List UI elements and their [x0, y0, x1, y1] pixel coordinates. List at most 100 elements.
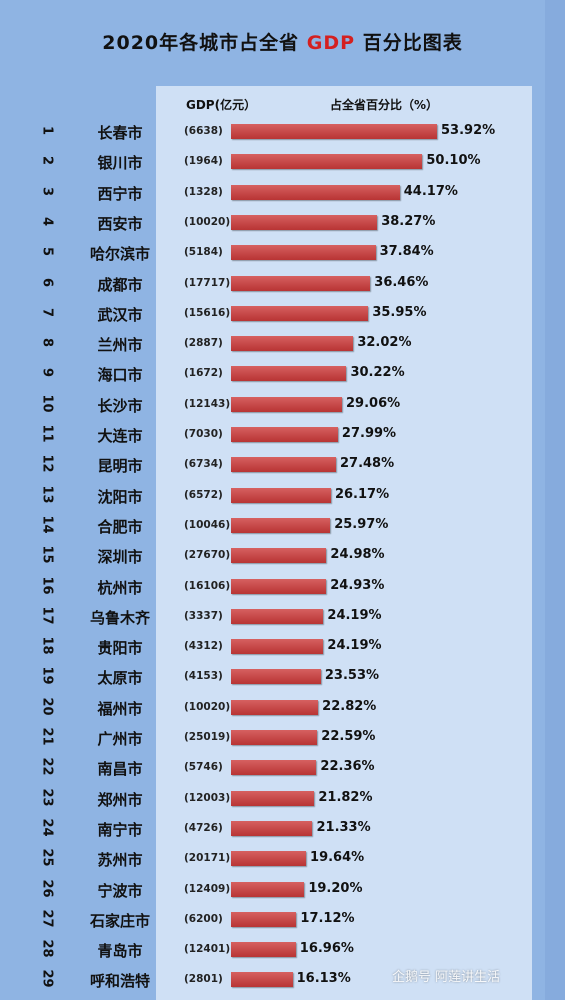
bar: [231, 336, 354, 352]
chart-row: 13 沈阳市 (6572) 26.17%: [0, 480, 565, 510]
gdp-label: (12401): [184, 943, 231, 956]
chart-row: 22 南昌市 (5746) 22.36%: [0, 752, 565, 782]
value-label: 19.20%: [308, 880, 363, 896]
rank-label: 17: [39, 606, 55, 625]
rank-label: 18: [39, 636, 55, 655]
rank-label: 29: [39, 969, 55, 988]
bar: [231, 305, 369, 321]
rank-label: 25: [39, 848, 55, 867]
bar: [231, 760, 317, 776]
rank-label: 10: [39, 394, 55, 413]
chart-row: 1 长春市 (6638) 53.92%: [0, 116, 565, 146]
rank-label: 21: [39, 727, 55, 746]
category-label: 贵阳市: [97, 639, 143, 658]
rank-label: 8: [39, 338, 55, 348]
bar: [231, 245, 376, 261]
bar: [231, 396, 343, 412]
gdp-label: (1672): [184, 367, 223, 380]
value-label: 27.99%: [341, 426, 397, 441]
chart-row: 6 成都市 (17717) 36.46%: [0, 268, 565, 298]
gdp-label: (15616): [184, 306, 231, 319]
rank-label: 1: [39, 125, 55, 136]
gdp-label: (12003): [184, 791, 231, 804]
chart-row: 16 杭州市 (16106) 24.93%: [0, 571, 565, 601]
percent-column-header: 占全省百分比（%）: [330, 98, 439, 112]
gdp-label: (16106): [184, 579, 231, 592]
category-label: 深圳市: [97, 548, 143, 567]
gdp-label: (7030): [184, 428, 223, 440]
gdp-label: (6734): [184, 458, 223, 471]
rank-label: 28: [39, 939, 55, 958]
category-label: 南宁市: [97, 820, 143, 839]
rank-label: 6: [39, 277, 55, 287]
chart-row: 26 宁波市 (12409) 19.20%: [0, 874, 565, 904]
value-label: 24.98%: [330, 547, 385, 563]
bar: [231, 154, 423, 170]
chart-row: 20 福州市 (10020) 22.82%: [0, 692, 565, 722]
value-label: 16.13%: [296, 971, 351, 987]
value-label: 23.53%: [324, 668, 380, 684]
category-label: 银川市: [97, 154, 143, 173]
rank-label: 14: [39, 515, 55, 534]
bar: [231, 457, 336, 473]
category-label: 哈尔滨市: [89, 245, 150, 264]
category-label: 青岛市: [97, 942, 143, 961]
chart-row: 14 合肥市 (10046) 25.97%: [0, 510, 565, 540]
gdp-label: (12409): [184, 882, 231, 895]
value-label: 21.33%: [316, 819, 371, 835]
chart-row: 28 青岛市 (12401) 16.96%: [0, 934, 565, 964]
plot-panel: [156, 86, 532, 1000]
category-label: 广州市: [97, 730, 143, 748]
bar: [231, 608, 324, 624]
gdp-label: (4726): [184, 821, 223, 834]
category-label: 昆明市: [97, 457, 143, 476]
category-label: 宁波市: [97, 881, 143, 900]
gdp-label: (2887): [184, 337, 223, 350]
chart-row: 12 昆明市 (6734) 27.48%: [0, 449, 565, 479]
category-label: 太原市: [97, 669, 143, 688]
chart-row: 21 广州市 (25019) 22.59%: [0, 722, 565, 752]
gdp-label: (17717): [184, 276, 231, 289]
bar: [231, 699, 319, 715]
chart-row: 27 石家庄市 (6200) 17.12%: [0, 904, 565, 934]
category-label: 海口市: [97, 366, 143, 385]
rank-label: 19: [39, 666, 55, 685]
bar: [231, 366, 347, 382]
rank-label: 5: [39, 247, 55, 257]
chart-row: 5 哈尔滨市 (5184) 37.84%: [0, 237, 565, 267]
rank-label: 2: [39, 156, 55, 166]
bar: [231, 517, 331, 533]
gdp-label: (12143): [184, 397, 231, 410]
rank-label: 11: [39, 424, 55, 443]
value-label: 26.17%: [334, 486, 390, 502]
chart-row: 29 呼和浩特 (2801) 16.13%: [0, 964, 565, 994]
chart-title: 2020年各城市占全省 GDP 百分比图表: [0, 28, 565, 55]
value-label: 16.96%: [299, 941, 354, 957]
value-label: 27.48%: [339, 456, 395, 472]
background-stripe: [545, 0, 565, 1000]
value-label: 22.82%: [322, 698, 377, 714]
bar: [231, 942, 296, 958]
gdp-label: (6200): [184, 912, 223, 925]
gdp-label: (27670): [184, 549, 231, 562]
rank-label: 16: [39, 575, 55, 595]
chart-row: 18 贵阳市 (4312) 24.19%: [0, 631, 565, 661]
category-label: 福州市: [97, 699, 143, 718]
title-accent: GDP: [306, 32, 356, 54]
rank-label: 9: [39, 368, 55, 378]
rank-label: 12: [39, 454, 55, 473]
value-label: 38.27%: [381, 213, 436, 229]
gdp-label: (25019): [184, 731, 231, 743]
chart-row: 19 太原市 (4153) 23.53%: [0, 661, 565, 691]
gdp-label: (1964): [184, 155, 223, 168]
bar: [231, 730, 318, 745]
gdp-label: (1328): [184, 185, 223, 198]
category-label: 乌鲁木齐: [89, 608, 150, 627]
gdp-label: (5746): [184, 761, 223, 774]
category-label: 石家庄市: [89, 911, 150, 930]
chart-row: 24 南宁市 (4726) 21.33%: [0, 813, 565, 843]
chart-row: 17 乌鲁木齐 (3337) 24.19%: [0, 601, 565, 631]
rank-label: 22: [39, 757, 55, 776]
value-label: 35.95%: [372, 304, 427, 320]
bar: [231, 820, 313, 836]
